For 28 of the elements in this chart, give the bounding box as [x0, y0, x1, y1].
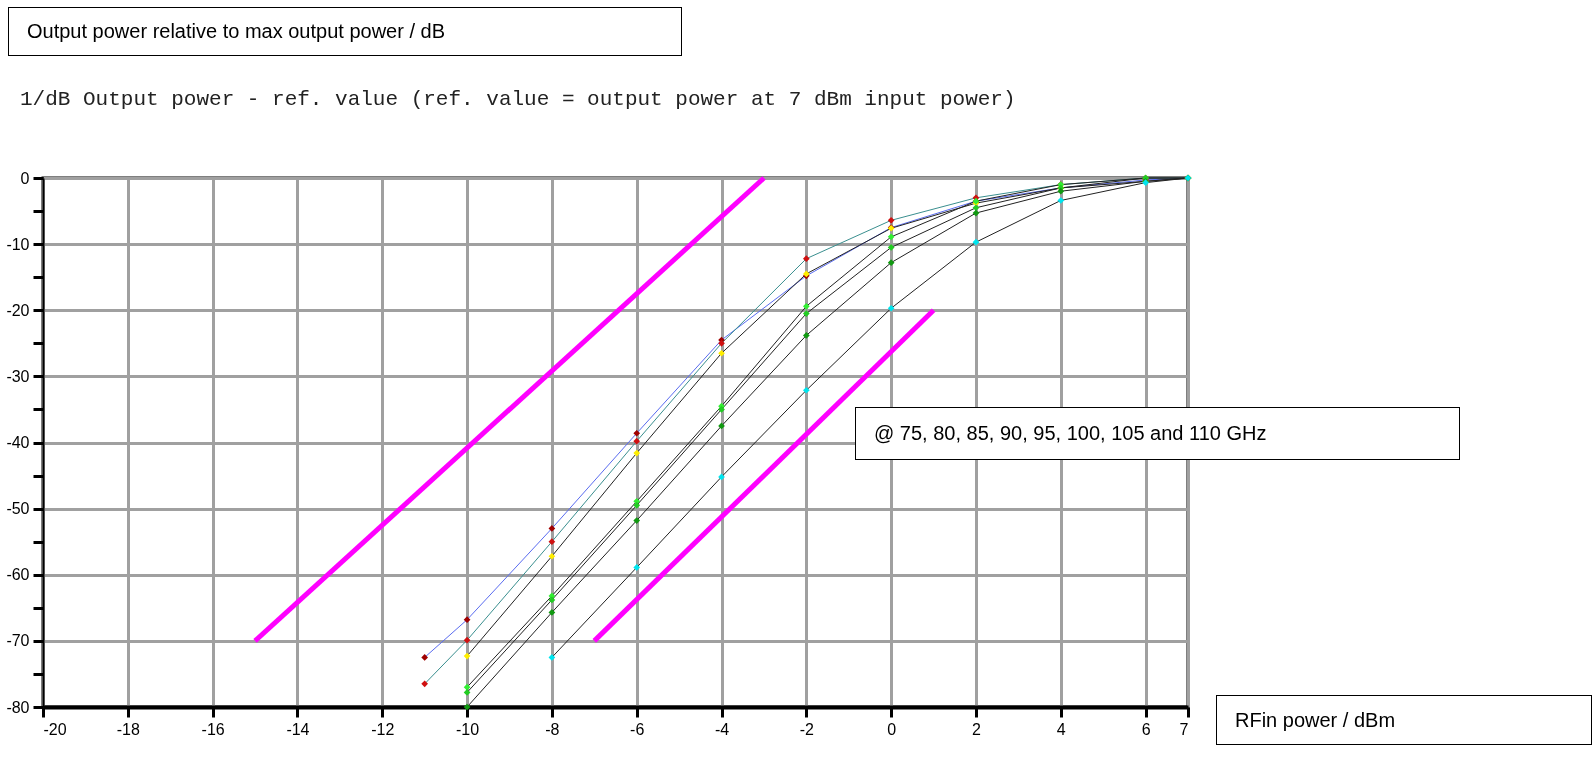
x-tick-label: -20 [43, 720, 67, 738]
chart-title: Output power relative to max output power / dB [8, 7, 682, 56]
x-tick-label: -8 [545, 720, 560, 738]
y-tick-label: -40 [6, 434, 30, 451]
y-tick-label: -60 [6, 566, 30, 584]
y-tick-label: -10 [6, 235, 30, 253]
x-tick-label: -14 [286, 720, 310, 738]
y-tick-label: -20 [6, 301, 30, 319]
x-tick-label: -10 [456, 720, 480, 738]
x-tick-label: 0 [887, 720, 897, 738]
x-tick-label: 4 [1056, 720, 1066, 738]
x-tick-label: 6 [1141, 720, 1151, 738]
x-tick-label: -4 [714, 720, 730, 738]
y-tick-label: -70 [6, 632, 30, 650]
y-tick-label: -50 [6, 500, 30, 518]
x-tick-label: -16 [201, 720, 225, 738]
x-tick-label: -2 [799, 720, 815, 738]
x-tick-label: 7 [1179, 720, 1189, 738]
text-box: @ 75, 80, 85, 90, 95, 100, 105 and 110 GHz [855, 407, 1460, 460]
y-tick-label: -30 [6, 367, 30, 385]
y-tick-label: 0 [20, 169, 30, 187]
chart-subtitle: 1/dB Output power - ref. value (ref. value = output power at 7 dBm input power) [20, 88, 1016, 111]
x-tick-label: 2 [972, 720, 982, 738]
x-tick-label: -18 [116, 720, 140, 738]
x-axis-title: RFin power / dBm [1216, 695, 1592, 745]
y-tick-label: -80 [6, 698, 30, 716]
x-tick-label: -12 [371, 720, 395, 738]
x-tick-label: -6 [630, 720, 645, 738]
